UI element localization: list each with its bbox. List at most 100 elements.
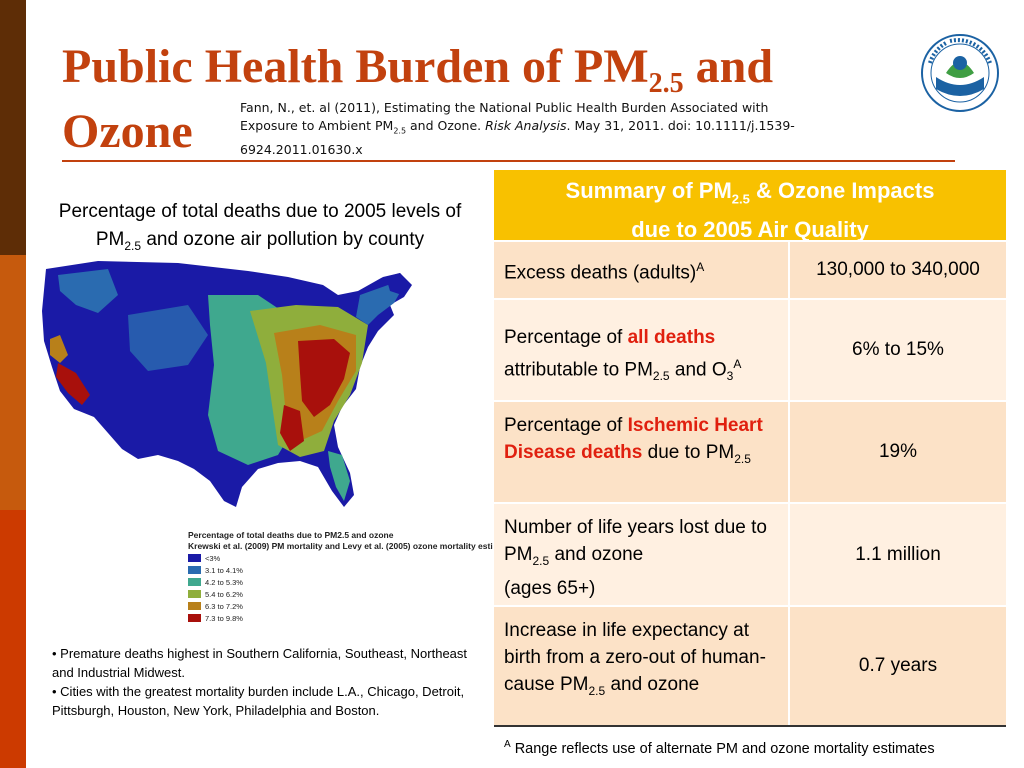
us-county-mortality-map (42, 261, 412, 507)
citation-line2: Exposure to Ambient PM2.5 and Ozone. Ris… (240, 117, 900, 141)
legend-item: 5.4 to 6.2% (188, 588, 498, 600)
legend-label: 6.3 to 7.2% (205, 601, 243, 611)
row-value: 1.1 million (855, 543, 941, 565)
row-label-highlight: Ischemic Heart Disease deaths (504, 415, 763, 463)
row-label-footnote: A (733, 357, 742, 371)
map-region-northeast (356, 285, 402, 325)
map-caption-subscript: 2.5 (124, 238, 142, 253)
row-label-text: Excess deaths (adults) (504, 262, 697, 284)
title-line1-pre: Public Health Burden of PM (62, 40, 649, 93)
legend-item: 4.2 to 5.3% (188, 576, 498, 588)
map-region-mountain (128, 305, 208, 371)
bullet-item: • Premature deaths highest in Southern C… (52, 646, 468, 680)
table-header-pre: Summary of PM (565, 178, 732, 203)
title-divider (62, 160, 955, 162)
side-bar-segment-orange (0, 255, 26, 510)
map-caption-line1: Percentage of total deaths due to 2005 l… (58, 201, 462, 222)
row-label: Number of life years lost due to PM2.5 a… (494, 504, 790, 605)
row-label-text: and ozone (549, 544, 644, 565)
legend-swatch (188, 590, 201, 598)
citation-journal: Risk Analysis (485, 118, 567, 133)
legend-swatch (188, 578, 201, 586)
citation-line1: Fann, N., et. al (2011), Estimating the … (240, 100, 769, 115)
table-row: Number of life years lost due to PM2.5 a… (494, 502, 1006, 605)
epa-seal-logo (921, 34, 999, 112)
legend-item: 6.3 to 7.2% (188, 600, 498, 612)
legend-title: Percentage of total deaths due to PM2.5 … (188, 530, 394, 540)
row-value: 19% (878, 441, 918, 462)
row-label-text: Percentage of (504, 327, 628, 348)
side-bar-segment-dark (0, 0, 26, 255)
slide-title: Public Health Burden of PM2.5 and Ozone (62, 38, 852, 161)
citation-subscript: 2.5 (393, 126, 407, 136)
table-row: Excess deaths (adults)A 130,000 to 340,0… (494, 240, 1006, 298)
table-row: Percentage of Ischemic Heart Disease dea… (494, 400, 1006, 502)
table-header-line1: Summary of PM2.5 & Ozone Impacts (494, 175, 1006, 214)
footnote-text: Range reflects use of alternate PM and o… (510, 740, 935, 757)
row-label-text: (ages 65+) (504, 577, 596, 599)
footnote: A Range reflects use of alternate PM and… (504, 735, 1004, 759)
legend-label: 5.4 to 6.2% (205, 589, 243, 599)
table-header: Summary of PM2.5 & Ozone Impacts due to … (494, 170, 1006, 242)
table-row: Increase in life expectancy at birth fro… (494, 605, 1006, 725)
row-label-text: Number of life years lost due to PM (504, 517, 767, 565)
row-label-footnote: A (696, 259, 705, 274)
map-region-southeast (280, 405, 304, 451)
map-caption-line2: PM2.5 and ozone air pollution by county (30, 226, 490, 260)
legend-label: 3.1 to 4.1% (205, 565, 243, 575)
map-region-maine (386, 273, 410, 295)
citation-line3: 6924.2011.01630.x (240, 141, 363, 157)
map-region-southern-california (56, 363, 90, 405)
map-region-florida (328, 451, 350, 501)
table-header-line2: due to 2005 Air Quality (631, 217, 869, 243)
row-label-subscript: 2.5 (734, 451, 751, 466)
impacts-summary-table: Summary of PM2.5 & Ozone Impacts due to … (494, 170, 1006, 727)
row-value: 130,000 to 340,000 (816, 259, 980, 280)
legend-swatch (188, 602, 201, 610)
map-region-california-central (50, 335, 68, 363)
legend-item: 3.1 to 4.1% (188, 564, 498, 576)
side-decoration-bar (0, 0, 26, 768)
map-legend: Percentage of total deaths due to PM2.5 … (188, 530, 498, 640)
legend-label: 7.3 to 9.8% (205, 613, 243, 623)
map-caption-rest: and ozone air pollution by county (141, 229, 425, 250)
row-value: 0.7 years (858, 655, 938, 676)
table-bottom-rule (494, 725, 1006, 727)
legend-items: <3% 3.1 to 4.1% 4.2 to 5.3% 5.4 to 6.2% 6.3 … (188, 552, 498, 624)
map-region-west (58, 269, 118, 313)
legend-label: <3% (205, 553, 221, 563)
citation: Fann, N., et. al (2011), Estimating the … (240, 99, 900, 159)
bullet-list: • Premature deaths highest in Southern C… (52, 644, 482, 720)
title-subscript: 2.5 (648, 68, 684, 99)
row-label-subscript: 2.5 (652, 369, 670, 384)
row-value: 6% to 15% (852, 339, 944, 360)
legend-item: 7.3 to 9.8% (188, 612, 498, 624)
row-label: Percentage of Ischemic Heart Disease dea… (494, 402, 790, 502)
row-label: Percentage of all deaths attributable to … (494, 300, 790, 400)
table-row: Percentage of all deaths attributable to … (494, 298, 1006, 400)
side-bar-segment-red (0, 510, 26, 768)
map-caption-pm: PM (95, 229, 125, 250)
bullet-item: • Cities with the greatest mortality bur… (52, 684, 465, 718)
legend-label: 4.2 to 5.3% (205, 577, 243, 587)
footnote-marker: A (504, 739, 511, 750)
legend-swatch (188, 566, 201, 574)
row-label-text: and ozone (605, 674, 700, 695)
row-label-highlight: all deaths (627, 327, 716, 348)
legend-subtitle: Krewski et al. (2009) PM mortality and L… (188, 541, 493, 551)
title-line2: Ozone (62, 105, 193, 158)
citation-line2-mid: and Ozone. (406, 118, 486, 133)
row-label: Excess deaths (adults)A (494, 242, 790, 298)
row-label-text: Percentage of (504, 415, 628, 436)
legend-swatch (188, 614, 201, 622)
map-caption: Percentage of total deaths due to 2005 l… (30, 198, 490, 260)
row-label-text: due to PM (642, 442, 735, 463)
title-line1-post: and (683, 40, 774, 93)
citation-line2-pre: Exposure to Ambient PM (240, 118, 394, 133)
table-header-post: & Ozone Impacts (749, 178, 935, 203)
legend-swatch (188, 554, 201, 562)
row-label-subscript: 2.5 (532, 553, 550, 568)
row-label-text: and O (669, 359, 727, 381)
row-label-subscript: 2.5 (588, 683, 606, 698)
row-label-text: Increase in life expectancy at birth fro… (504, 620, 766, 695)
